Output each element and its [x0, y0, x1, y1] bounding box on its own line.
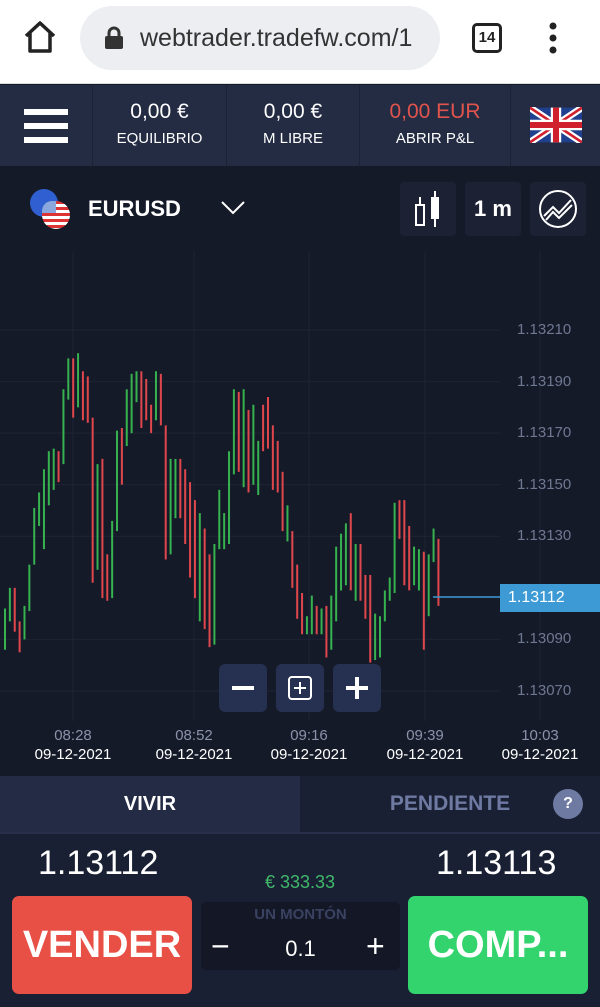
uk-flag-icon[interactable]	[530, 107, 582, 143]
tab-pending-label: PENDIENTE	[389, 792, 511, 815]
margin-required: € 333.33	[264, 872, 336, 892]
indicators-button[interactable]	[530, 182, 586, 236]
plus-square-icon	[288, 676, 312, 700]
account-header: 0,00 € EQUILIBRIO 0,00 € M LIBRE 0,00 EU…	[0, 85, 600, 166]
symbol-name[interactable]: EURUSD	[88, 196, 181, 221]
order-tabs: VIVIR PENDIENTE ?	[0, 776, 600, 834]
x-tick-time: 08:28	[54, 727, 92, 744]
zoom-reset-button[interactable]	[276, 664, 324, 712]
y-tick-label: 1.13130	[517, 527, 572, 545]
lot-size-stepper: UN MONTÓN − 0.1 +	[201, 902, 400, 970]
x-tick-time: 09:39	[406, 727, 444, 744]
lot-decrease-button[interactable]: −	[211, 928, 230, 964]
balance-label: EQUILIBRIO	[116, 130, 203, 147]
open-pl-value: 0,00 EUR	[389, 100, 481, 123]
zoom-in-button[interactable]	[333, 664, 381, 712]
chevron-down-icon[interactable]	[220, 198, 246, 216]
tabs-divider	[0, 832, 600, 834]
plus-icon	[346, 677, 368, 699]
y-tick-label: 1.13070	[517, 682, 572, 699]
open-pl-cell: 0,00 EUR ABRIR P&L	[359, 85, 510, 166]
url-bar[interactable]: webtrader.tradefw.com/1	[80, 6, 440, 70]
x-tick-date: 09-12-2021	[270, 746, 348, 763]
hamburger-menu-icon[interactable]	[24, 109, 68, 143]
lot-label: UN MONTÓN	[254, 906, 347, 923]
home-icon[interactable]	[22, 20, 58, 54]
y-tick-label: 1.13190	[517, 372, 572, 390]
zoom-out-button[interactable]	[219, 664, 267, 712]
y-tick-label: 1.13170	[517, 424, 572, 442]
balance-value: 0,00 €	[130, 100, 189, 123]
y-tick-label: 1.13150	[517, 475, 572, 493]
last-price-badge: 1.13112	[500, 584, 600, 612]
free-margin-label: M LIBRE	[262, 130, 323, 147]
lot-value-input[interactable]: 0.1	[285, 936, 316, 961]
buy-button[interactable]: COMP...	[408, 896, 588, 994]
buy-price: 1.13113	[436, 844, 557, 882]
x-tick-date: 09-12-2021	[34, 746, 112, 763]
y-tick-label: 1.13210	[517, 321, 572, 338]
price-chart[interactable]	[0, 251, 600, 776]
balance-cell: 0,00 € EQUILIBRIO	[92, 85, 226, 166]
chart-type-button[interactable]	[400, 182, 456, 236]
candlestick-icon	[415, 191, 439, 227]
symbol-flags-icon	[30, 189, 72, 231]
sell-button[interactable]: VENDER	[12, 896, 192, 994]
tab-count-button[interactable]: 14	[472, 23, 502, 53]
x-tick-date: 09-12-2021	[386, 746, 464, 763]
x-tick-date: 09-12-2021	[155, 746, 233, 763]
url-text: webtrader.tradefw.com/1	[140, 24, 413, 52]
tab-live[interactable]: VIVIR	[0, 776, 300, 832]
lot-increase-button[interactable]: +	[366, 928, 385, 964]
minus-icon	[232, 686, 254, 690]
tab-pending[interactable]: PENDIENTE	[300, 776, 600, 832]
trend-chart-icon	[539, 190, 577, 228]
sell-price: 1.13112	[38, 844, 159, 882]
help-icon[interactable]: ?	[553, 789, 583, 819]
more-menu-icon[interactable]	[546, 20, 560, 56]
language-cell[interactable]	[510, 85, 600, 166]
y-tick-label: 1.13090	[517, 630, 572, 648]
timeframe-button[interactable]: 1 m	[465, 182, 521, 236]
browser-bar: webtrader.tradefw.com/1 14	[0, 0, 600, 84]
x-tick-time: 09:16	[290, 727, 328, 744]
free-margin-value: 0,00 €	[263, 100, 323, 123]
lock-icon	[105, 26, 123, 49]
free-margin-cell: 0,00 € M LIBRE	[226, 85, 359, 166]
chart-toolbar: EURUSD 1 m	[0, 166, 600, 251]
x-tick-time: 08:52	[175, 727, 213, 744]
x-tick-time: 10:03	[521, 727, 559, 744]
open-pl-label: ABRIR P&L	[395, 130, 475, 147]
x-tick-date: 09-12-2021	[501, 746, 579, 763]
